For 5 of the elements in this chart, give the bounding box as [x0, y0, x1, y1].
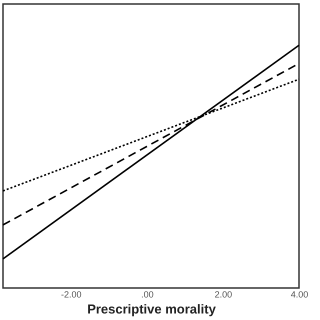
x-tick-label: -2.00	[60, 290, 82, 300]
x-axis-title: Prescriptive morality	[87, 302, 217, 316]
x-tick-label: 2.00	[214, 290, 232, 300]
x-tick-label: 4.00	[290, 290, 308, 300]
x-tick-label: .00	[141, 290, 154, 300]
